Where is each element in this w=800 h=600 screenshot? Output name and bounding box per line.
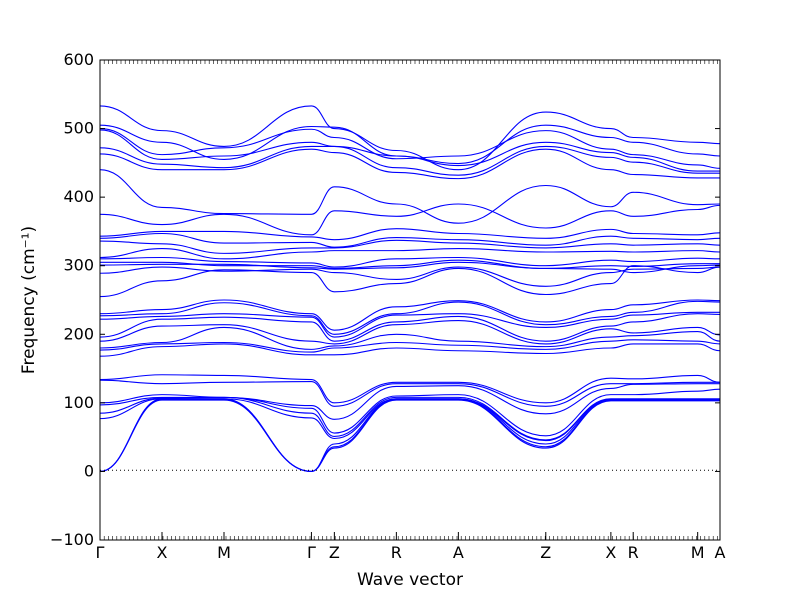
phonon-band-27 bbox=[100, 379, 720, 407]
phonon-band-3 bbox=[100, 128, 720, 169]
y-tick-label: 200 bbox=[63, 324, 94, 343]
x-tick-label: M bbox=[217, 543, 231, 562]
x-tick-label: Γ bbox=[96, 543, 105, 562]
x-tick-label: Γ bbox=[307, 543, 316, 562]
y-tick-label: −100 bbox=[50, 530, 94, 549]
y-tick-label: 400 bbox=[63, 187, 94, 206]
x-tick-label: Z bbox=[540, 543, 551, 562]
phonon-band-32 bbox=[100, 398, 720, 472]
x-tick-label: A bbox=[453, 543, 464, 562]
phonon-band-1 bbox=[100, 105, 720, 171]
phonon-band-25 bbox=[100, 343, 720, 357]
x-tick-label: X bbox=[157, 543, 168, 562]
x-axis-label: Wave vector bbox=[357, 570, 463, 590]
x-tick-label: Z bbox=[329, 543, 340, 562]
phonon-band-10 bbox=[100, 232, 720, 248]
band-lines bbox=[100, 105, 720, 472]
x-tick-label: R bbox=[391, 543, 402, 562]
y-axis-ticks: −100 0 100 200 300 400 500 600 bbox=[50, 50, 720, 549]
phonon-band-2 bbox=[100, 124, 720, 165]
phonon-band-5 bbox=[100, 145, 720, 176]
y-tick-label: 300 bbox=[63, 256, 94, 275]
phonon-band-18 bbox=[100, 299, 720, 331]
y-tick-label: 500 bbox=[63, 119, 94, 138]
plot-frame bbox=[99, 59, 721, 541]
phonon-band-6 bbox=[100, 148, 720, 180]
phonon-band-30 bbox=[100, 396, 720, 441]
phonon-band-13 bbox=[100, 256, 720, 268]
x-tick-label: A bbox=[715, 543, 726, 562]
phonon-band-19 bbox=[100, 300, 720, 335]
phonon-band-9 bbox=[100, 228, 720, 241]
phonon-band-24 bbox=[100, 339, 720, 353]
phonon-band-8 bbox=[100, 203, 720, 236]
phonon-band-23 bbox=[100, 326, 720, 350]
phonon-band-7 bbox=[100, 169, 720, 224]
phonon-band-31 bbox=[100, 398, 720, 442]
phonon-band-12 bbox=[100, 248, 720, 260]
x-tick-label: R bbox=[628, 543, 639, 562]
phonon-band-33 bbox=[100, 398, 720, 472]
phonon-band-4 bbox=[100, 129, 720, 172]
phonon-band-21 bbox=[100, 313, 720, 342]
x-tick-label: X bbox=[605, 543, 616, 562]
phonon-band-28 bbox=[100, 383, 720, 420]
phonon-band-11 bbox=[100, 239, 720, 254]
y-tick-label: 600 bbox=[63, 50, 94, 69]
phonon-band-15 bbox=[100, 261, 720, 274]
phonon-band-22 bbox=[100, 320, 720, 345]
phonon-band-14 bbox=[100, 259, 720, 270]
x-tick-label: M bbox=[691, 543, 705, 562]
y-axis-label: Frequency (cm⁻¹) bbox=[19, 226, 39, 374]
phonon-band-16 bbox=[100, 266, 720, 287]
phonon-band-17 bbox=[100, 265, 720, 298]
y-tick-label: 0 bbox=[84, 461, 94, 480]
phonon-band-26 bbox=[100, 374, 720, 404]
y-tick-label: 100 bbox=[63, 393, 94, 412]
phonon-band-34 bbox=[100, 399, 720, 472]
phonon-band-20 bbox=[100, 311, 720, 338]
